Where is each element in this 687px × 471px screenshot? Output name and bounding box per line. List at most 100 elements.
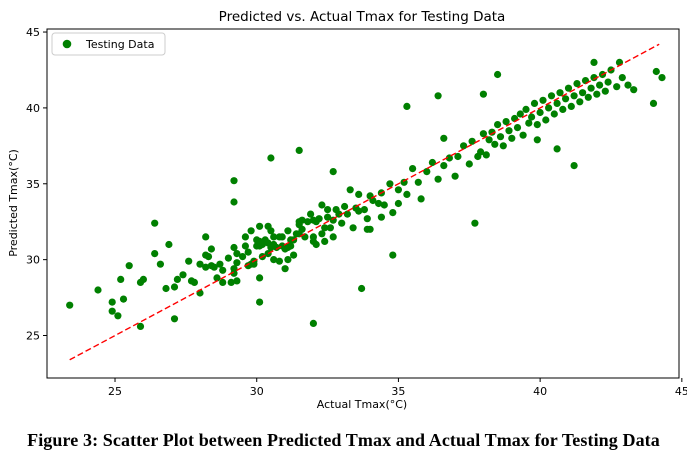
data-point xyxy=(550,110,558,118)
data-point xyxy=(230,177,238,185)
ideal-fit-line xyxy=(69,43,660,361)
x-tick-label: 35 xyxy=(391,385,405,398)
data-point xyxy=(414,178,422,186)
data-point xyxy=(346,186,354,194)
data-point xyxy=(230,265,238,273)
data-point xyxy=(315,215,323,223)
data-point xyxy=(477,148,485,156)
x-tick-label: 45 xyxy=(675,385,687,398)
data-point xyxy=(423,168,431,176)
data-point xyxy=(295,146,303,154)
data-point xyxy=(658,74,666,82)
data-point xyxy=(593,90,601,98)
data-point xyxy=(349,224,357,232)
data-point xyxy=(162,284,170,293)
data-point xyxy=(108,307,116,315)
data-point xyxy=(267,154,275,162)
data-point xyxy=(309,319,317,327)
data-point xyxy=(528,113,536,121)
data-point xyxy=(241,233,249,241)
data-point xyxy=(587,84,595,92)
data-point xyxy=(542,116,550,124)
data-point xyxy=(151,250,159,258)
data-point xyxy=(256,222,264,230)
data-point xyxy=(270,233,278,241)
data-point xyxy=(170,283,179,291)
scatter-chart: Predicted vs. Actual Tmax for Testing Da… xyxy=(7,9,687,411)
data-point xyxy=(204,253,213,261)
data-point xyxy=(273,243,281,252)
data-point xyxy=(136,322,145,330)
data-point xyxy=(156,260,164,268)
data-point xyxy=(519,131,527,139)
data-point xyxy=(573,80,581,88)
data-point xyxy=(536,108,544,117)
x-axis: 25 30 35 40 45 xyxy=(108,378,687,398)
legend-box xyxy=(51,32,166,56)
y-axis: 25 30 35 40 45 xyxy=(26,26,47,343)
data-point xyxy=(513,124,522,132)
data-point xyxy=(66,301,74,309)
data-point xyxy=(494,70,502,79)
data-point xyxy=(324,206,332,214)
data-point xyxy=(298,225,306,233)
chart-canvas: Predicted vs. Actual Tmax for Testing Da… xyxy=(7,9,687,411)
data-point xyxy=(287,242,295,250)
data-point xyxy=(403,190,411,198)
data-point xyxy=(341,202,349,211)
data-point xyxy=(530,99,539,107)
plot-area xyxy=(66,43,666,361)
data-point xyxy=(202,263,210,271)
data-point xyxy=(219,278,227,286)
data-point xyxy=(363,215,371,223)
data-point xyxy=(570,92,578,100)
data-point xyxy=(389,251,397,259)
data-point xyxy=(649,99,658,107)
data-point xyxy=(559,105,567,113)
y-tick-label: 30 xyxy=(26,254,40,267)
data-point xyxy=(270,256,278,264)
data-point xyxy=(553,145,561,153)
data-point xyxy=(525,119,533,127)
figure-caption: Figure 3: Scatter Plot between Predicted… xyxy=(27,430,660,450)
data-point xyxy=(267,227,275,235)
data-point xyxy=(233,259,241,267)
legend-label-testing-data: Testing Data xyxy=(85,38,154,51)
data-point xyxy=(567,102,575,110)
x-tick-label: 25 xyxy=(108,385,122,398)
y-tick-label: 40 xyxy=(26,102,40,115)
data-point xyxy=(539,96,547,104)
data-point xyxy=(505,127,513,135)
data-point xyxy=(173,275,181,283)
data-point xyxy=(403,102,411,110)
data-point xyxy=(224,254,232,262)
data-point xyxy=(139,275,147,283)
chart-title: Predicted vs. Actual Tmax for Testing Da… xyxy=(219,9,506,25)
data-point xyxy=(230,198,238,206)
data-point xyxy=(434,92,442,100)
data-point xyxy=(284,227,292,235)
data-point xyxy=(468,137,476,145)
legend-marker-testing-data xyxy=(62,39,72,49)
data-point xyxy=(547,92,556,100)
data-point xyxy=(125,262,133,270)
data-point xyxy=(119,295,128,303)
data-point xyxy=(321,224,329,232)
data-point xyxy=(417,195,425,203)
data-point xyxy=(479,130,487,138)
data-point xyxy=(479,90,487,98)
data-point xyxy=(491,140,499,148)
data-point xyxy=(604,78,612,86)
data-point xyxy=(394,199,402,208)
y-axis-label: Predicted Tmax(°C) xyxy=(7,149,20,257)
data-point xyxy=(216,260,224,268)
y-tick-label: 25 xyxy=(26,330,40,343)
data-point xyxy=(284,256,292,264)
legend: Testing Data xyxy=(51,32,166,56)
data-point xyxy=(369,196,377,205)
data-point xyxy=(256,274,264,282)
data-point xyxy=(553,99,561,107)
data-point xyxy=(318,230,326,238)
data-point xyxy=(375,199,383,208)
data-point xyxy=(114,312,122,320)
